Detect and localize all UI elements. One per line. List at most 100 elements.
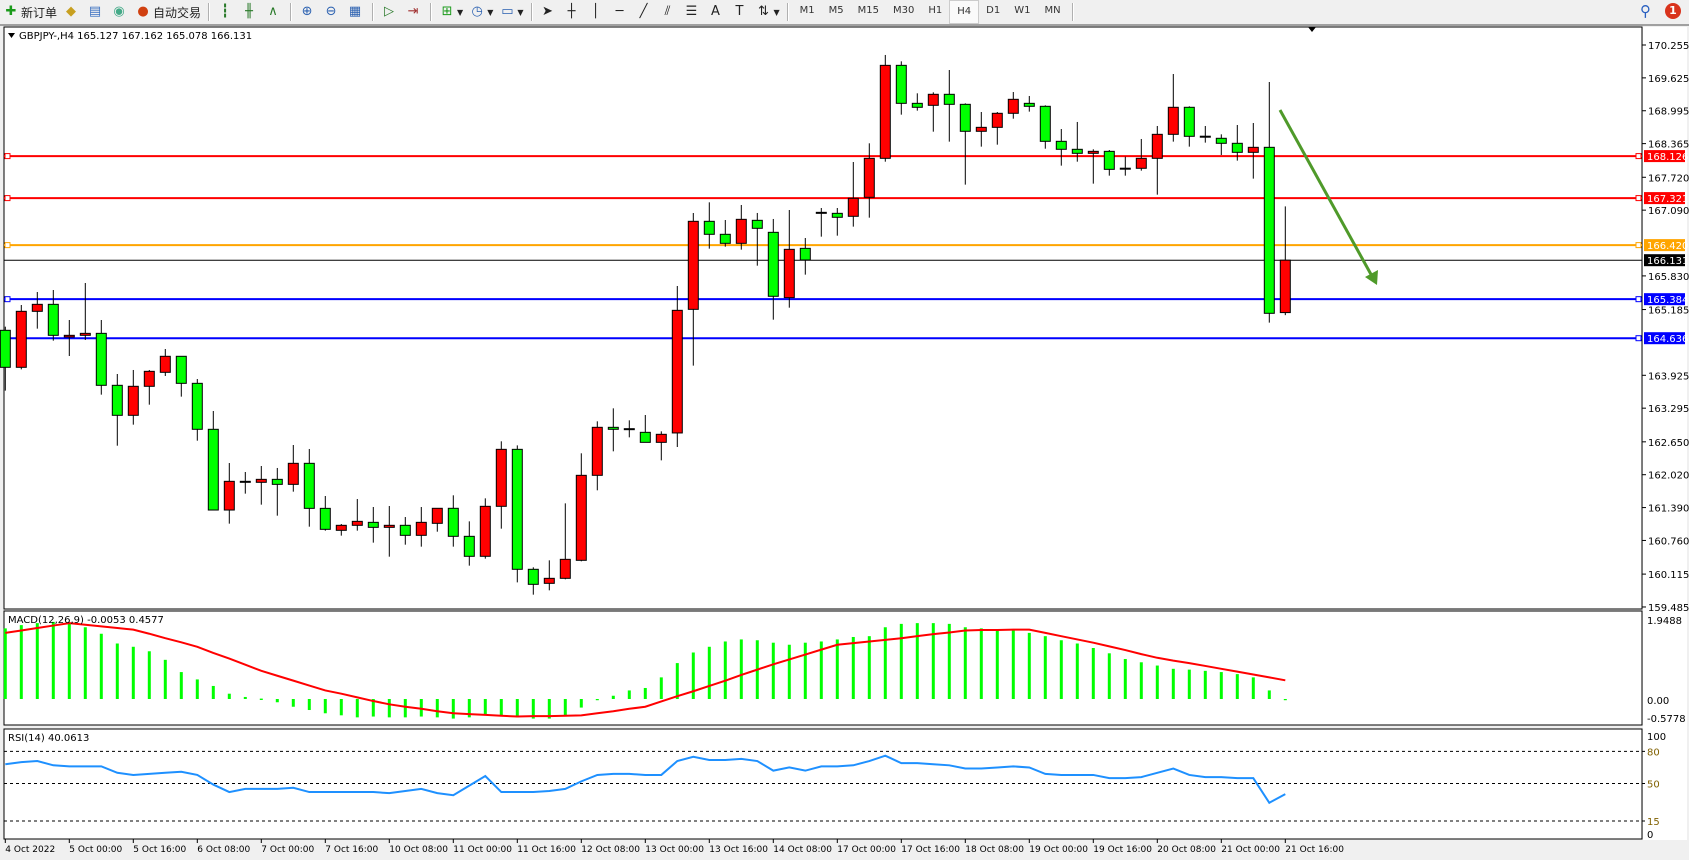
line-handle-right xyxy=(1635,153,1642,160)
arrows-button[interactable]: ⇅ ▼ xyxy=(753,1,783,23)
candle-body xyxy=(175,355,187,384)
price-axis-label: 165.185 xyxy=(1648,306,1689,317)
price-axis-label: 170.255 xyxy=(1648,41,1689,52)
candle-body xyxy=(479,505,491,557)
rsi-label: RSI(14) 40.0613 xyxy=(8,733,89,744)
zoom-out-button[interactable]: ⊖ xyxy=(320,1,344,23)
timeframe-d1[interactable]: D1 xyxy=(986,5,1001,16)
bar-chart-icon: ┇ xyxy=(221,4,229,19)
candle-body xyxy=(63,334,75,338)
candle-body xyxy=(655,433,667,443)
bar-chart-button[interactable]: ┇ xyxy=(214,1,238,23)
cursor-button[interactable]: ➤ xyxy=(537,1,561,23)
equidistant-channel-button[interactable]: ⫽ xyxy=(657,1,681,23)
auto-scroll-button[interactable]: ▷ xyxy=(378,1,402,23)
time-axis-label: 7 Oct 00:00 xyxy=(261,845,314,855)
navigator-icon: ▤ xyxy=(88,4,102,19)
time-axis-label: 20 Oct 08:00 xyxy=(1157,845,1216,855)
crosshair-button[interactable]: ┼ xyxy=(561,1,585,23)
gold-bar-icon: ◆ xyxy=(66,4,77,19)
separator xyxy=(786,3,789,21)
auto-trading-button[interactable]: ● 自动交易 xyxy=(132,1,204,23)
new-order-button[interactable]: ✚ 新订单 xyxy=(0,1,60,23)
text-button[interactable]: A xyxy=(705,1,729,23)
signals-button[interactable]: ◉ xyxy=(108,1,132,23)
indicators-button[interactable]: ⊞ ▼ xyxy=(436,1,466,23)
candle-body xyxy=(639,431,651,443)
rsi-axis-label: 0 xyxy=(1647,830,1653,841)
new-order-icon: ✚ xyxy=(5,4,17,19)
timeframe-mn[interactable]: MN xyxy=(1044,5,1061,16)
timeframe-w1[interactable]: W1 xyxy=(1014,5,1031,16)
price-axis-area xyxy=(1643,27,1687,840)
timeframe-m30[interactable]: M30 xyxy=(893,5,915,16)
rsi-line xyxy=(5,754,1286,805)
timeframe-m5[interactable]: M5 xyxy=(828,5,844,16)
candle-body xyxy=(1103,150,1115,170)
notifications-button[interactable]: 1 xyxy=(1665,3,1681,19)
candle-body xyxy=(79,332,91,336)
rsi-axis-label: 80 xyxy=(1647,747,1660,758)
timeframe-m1[interactable]: M1 xyxy=(799,5,815,16)
line-handle-left xyxy=(4,242,11,249)
templates-button[interactable]: ▭ ▼ xyxy=(496,1,526,23)
candle-body xyxy=(383,524,395,528)
down-arrow-annotation[interactable] xyxy=(1278,109,1375,279)
price-axis-label: 168.365 xyxy=(1648,140,1689,151)
toolbar-right: ⚲ 1 xyxy=(1640,2,1681,20)
price-axis-label: 168.995 xyxy=(1648,107,1689,118)
trendline-button[interactable]: ╱ xyxy=(633,1,657,23)
market-watch-button[interactable]: ◆ xyxy=(60,1,84,23)
tile-windows-button[interactable]: ▦ xyxy=(344,1,368,23)
candle-body xyxy=(495,448,507,507)
candle-body xyxy=(575,474,587,561)
price-axis-label: 169.625 xyxy=(1648,74,1689,85)
chart-shift-icon: ⇥ xyxy=(407,4,419,19)
candle-body xyxy=(1199,135,1211,138)
time-axis-label: 21 Oct 00:00 xyxy=(1221,845,1280,855)
price-axis-label: 160.760 xyxy=(1648,536,1689,547)
chart-shift-marker-icon[interactable] xyxy=(1308,27,1316,32)
candle-body xyxy=(1263,146,1275,314)
candle-body xyxy=(159,355,171,373)
fibonacci-button[interactable]: ☰ xyxy=(681,1,705,23)
chart-shift-button[interactable]: ⇥ xyxy=(402,1,426,23)
zoom-in-button[interactable]: ⊕ xyxy=(296,1,320,23)
price-axis-label: 162.020 xyxy=(1648,471,1689,482)
time-axis-label: 13 Oct 16:00 xyxy=(709,845,768,855)
price-axis-label: 167.090 xyxy=(1648,206,1689,217)
horizontal-line-button[interactable]: ─ xyxy=(609,1,633,23)
vertical-line-icon: │ xyxy=(591,4,600,19)
search-icon[interactable]: ⚲ xyxy=(1640,2,1651,20)
text-label-button[interactable]: T xyxy=(729,1,753,23)
separator xyxy=(430,3,433,21)
time-axis-label: 11 Oct 00:00 xyxy=(453,845,512,855)
arrows-icon: ⇅ xyxy=(758,4,769,19)
candle-body xyxy=(463,535,475,557)
candle-body xyxy=(719,233,731,244)
candle-body xyxy=(975,126,987,132)
price-tag xyxy=(1644,293,1685,306)
separator xyxy=(290,3,293,21)
timeframe-h1[interactable]: H1 xyxy=(928,5,943,16)
candle-body xyxy=(799,247,811,261)
timeframe-m15[interactable]: M15 xyxy=(857,5,880,16)
navigator-button[interactable]: ▤ xyxy=(84,1,108,23)
periods-button[interactable]: ◷ ▼ xyxy=(466,1,496,23)
macd-axis-label: 1.9488 xyxy=(1647,616,1682,627)
line-chart-icon: ∧ xyxy=(268,4,278,19)
vertical-line-button[interactable]: │ xyxy=(585,1,609,23)
price-axis-label: 163.925 xyxy=(1648,371,1689,382)
timeframe-h4[interactable]: H4 xyxy=(949,0,980,24)
separator xyxy=(208,3,211,21)
dropdown-icon: ▼ xyxy=(773,7,780,17)
candle-body xyxy=(1135,157,1147,169)
line-chart-button[interactable]: ∧ xyxy=(262,1,286,23)
candlestick-button[interactable]: ╫ xyxy=(238,1,262,23)
text-label-icon: T xyxy=(735,4,744,19)
candle-body xyxy=(1007,98,1019,114)
fibonacci-icon: ☰ xyxy=(685,4,698,19)
notification-badge: 1 xyxy=(1665,3,1681,19)
price-tag xyxy=(1644,239,1685,252)
